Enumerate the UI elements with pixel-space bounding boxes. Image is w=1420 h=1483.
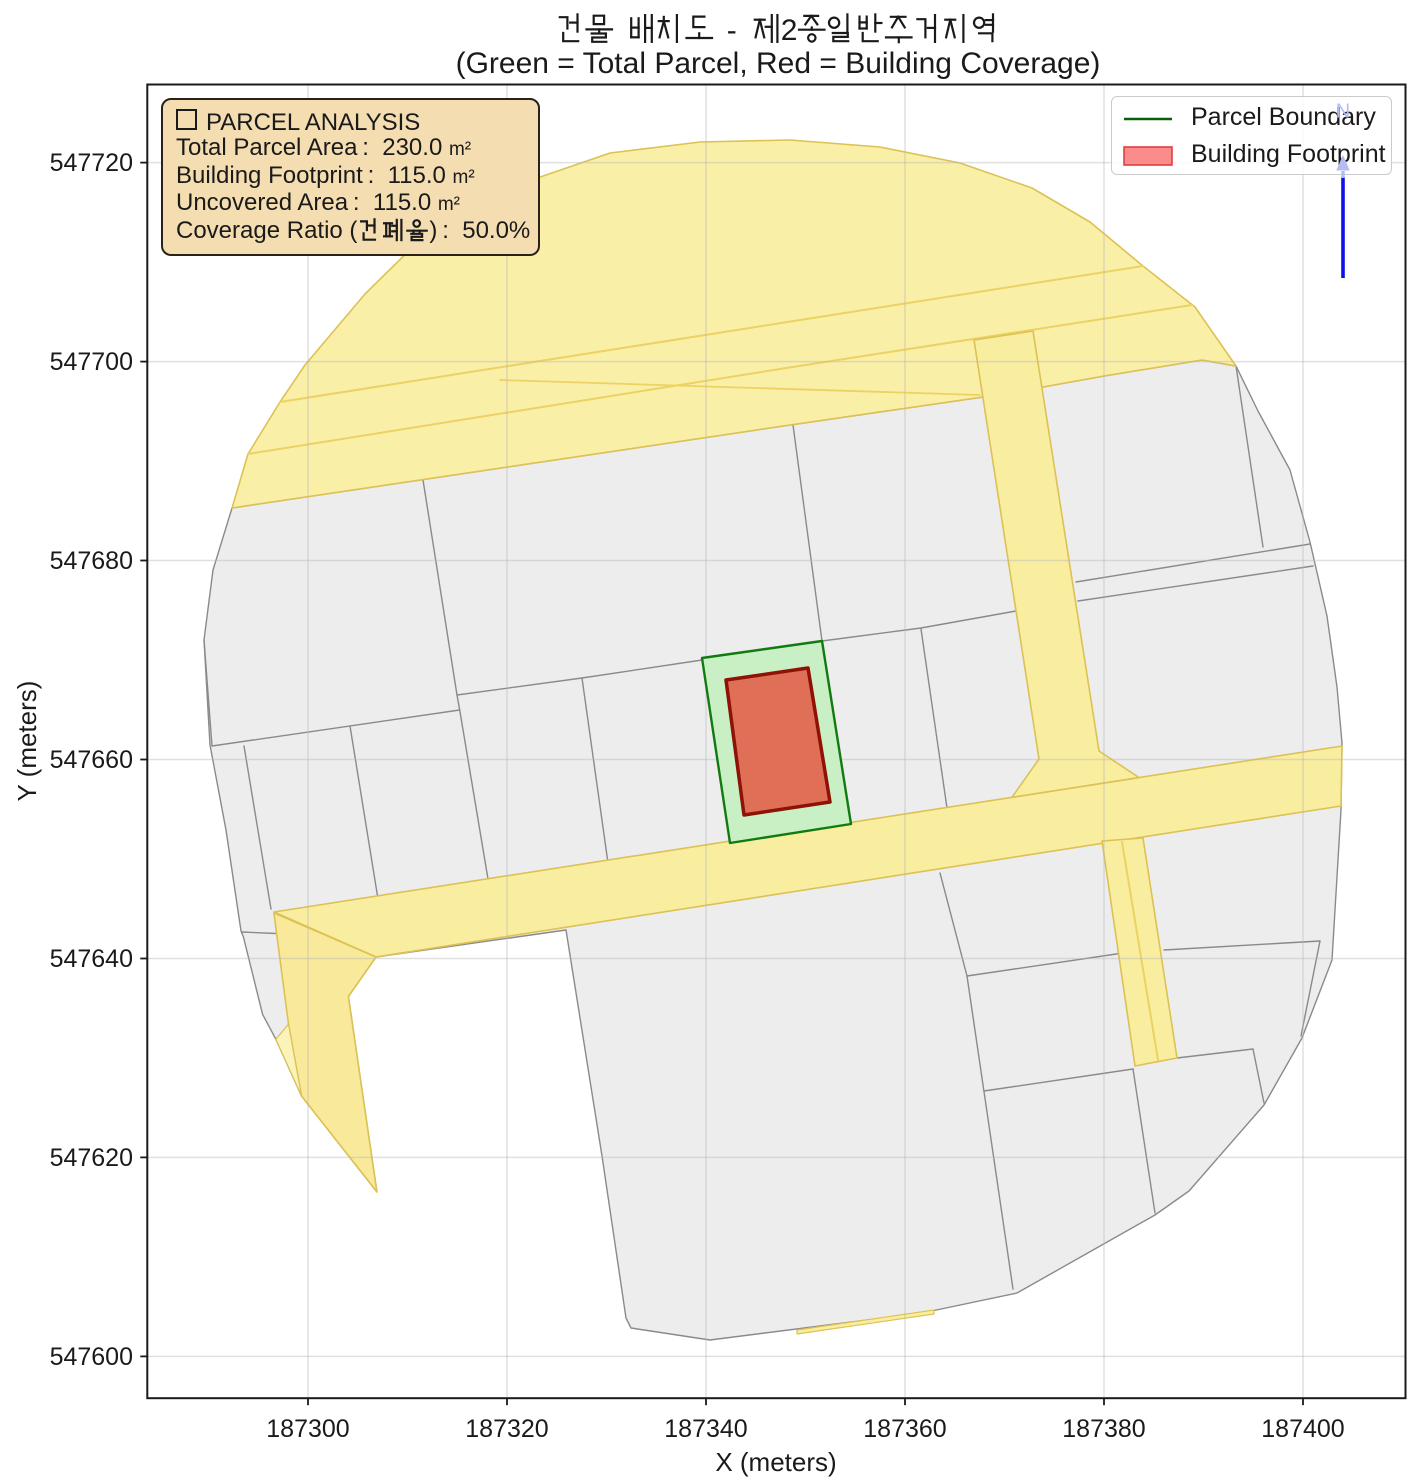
svg-text:187300: 187300 (266, 1415, 349, 1443)
svg-text:187380: 187380 (1062, 1415, 1145, 1443)
svg-text:547720: 547720 (50, 149, 133, 177)
svg-text:187320: 187320 (465, 1415, 548, 1443)
svg-text:547640: 547640 (50, 945, 133, 973)
svg-text:187400: 187400 (1261, 1415, 1344, 1443)
svg-text:547660: 547660 (50, 746, 133, 774)
svg-text:Y (meters): Y (meters) (12, 681, 42, 802)
svg-text:547700: 547700 (50, 348, 133, 376)
svg-text:187360: 187360 (863, 1415, 946, 1443)
svg-text:547600: 547600 (50, 1343, 133, 1371)
svg-text:2: 2 (781, 14, 798, 47)
svg-text:547680: 547680 (50, 547, 133, 575)
svg-text:187340: 187340 (664, 1415, 747, 1443)
svg-text:-: - (727, 14, 737, 47)
svg-text:(Green = Total Parcel, Red = B: (Green = Total Parcel, Red = Building Co… (456, 47, 1101, 80)
svg-text:547620: 547620 (50, 1144, 133, 1172)
svg-text:X (meters): X (meters) (715, 1447, 836, 1477)
